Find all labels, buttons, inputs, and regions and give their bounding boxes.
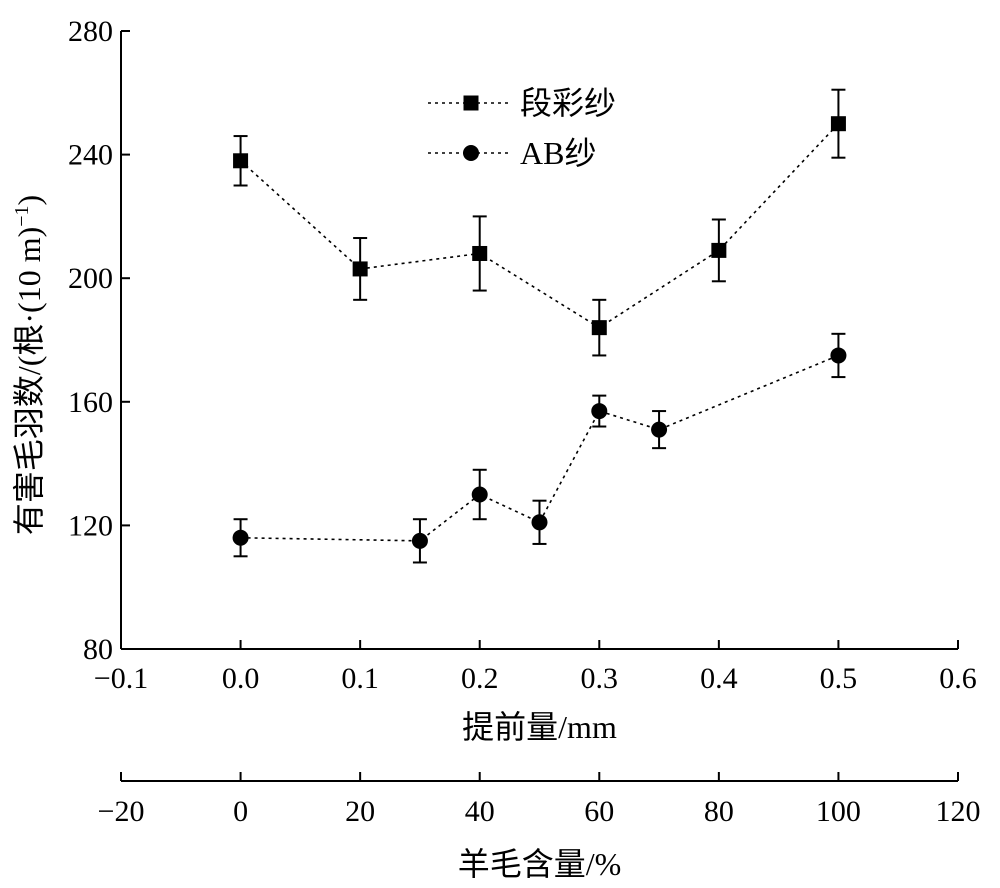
x2-tick-label: 20	[345, 795, 375, 828]
data-point	[472, 245, 488, 261]
y-axis-title-close: )	[11, 195, 47, 206]
y-tick-label: 200	[68, 262, 113, 295]
legend: 段彩纱 AB纱	[428, 85, 616, 171]
y-axis-title-superscript: −1	[11, 205, 33, 226]
x-tick-label: 0.0	[222, 662, 260, 695]
x2-tick-label: 80	[704, 795, 734, 828]
legend-item: 段彩纱	[428, 85, 616, 121]
x-tick-label: 0.1	[341, 662, 379, 695]
series-ab	[232, 332, 847, 564]
x2-tick-label: 100	[816, 795, 861, 828]
x-tick-label: −0.1	[94, 662, 148, 695]
legend-label: AB纱	[520, 135, 596, 171]
data-point	[531, 514, 548, 531]
data-point	[471, 486, 488, 503]
y-tick-label: 120	[68, 509, 113, 542]
legend-marker	[463, 145, 479, 161]
data-point	[711, 242, 727, 258]
x2-axis-title: 羊毛含量/%	[458, 846, 622, 882]
x-tick-label: 0.4	[700, 662, 738, 695]
series-line	[240, 123, 840, 329]
legend-item: AB纱	[428, 135, 596, 171]
y-tick-label: 80	[83, 633, 113, 666]
x2-tick-label: 40	[465, 795, 495, 828]
x2-tick-label: 0	[233, 795, 248, 828]
series-duancai	[233, 88, 846, 357]
x-tick-label: 0.6	[939, 662, 977, 695]
data-point	[651, 421, 668, 438]
x-tick-label: 0.2	[461, 662, 499, 695]
y-tick-label: 160	[68, 386, 113, 419]
y-axis-title-main: 有害毛羽数/(根·(10 m)	[11, 227, 47, 535]
data-point	[591, 403, 608, 420]
data-point	[352, 261, 368, 277]
y-axis-title: 有害毛羽数/(根·(10 m)−1)	[11, 195, 47, 535]
data-point	[830, 347, 847, 364]
data-point	[830, 116, 846, 132]
x-tick-label: 0.5	[820, 662, 858, 695]
x-axis-title: 提前量/mm	[462, 709, 617, 745]
legend-label: 段彩纱	[520, 85, 616, 121]
x-tick-label: 0.3	[581, 662, 619, 695]
y-tick-label: 280	[68, 15, 113, 48]
data-point	[411, 532, 428, 549]
data-point	[232, 529, 249, 546]
y-tick-label: 240	[68, 139, 113, 172]
x2-tick-label: 60	[584, 795, 614, 828]
series-layer	[232, 88, 847, 564]
x2-tick-label: −20	[98, 795, 145, 828]
data-point	[591, 320, 607, 336]
data-point	[233, 153, 249, 169]
x2-tick-label: 120	[936, 795, 981, 828]
legend-marker	[463, 95, 479, 111]
